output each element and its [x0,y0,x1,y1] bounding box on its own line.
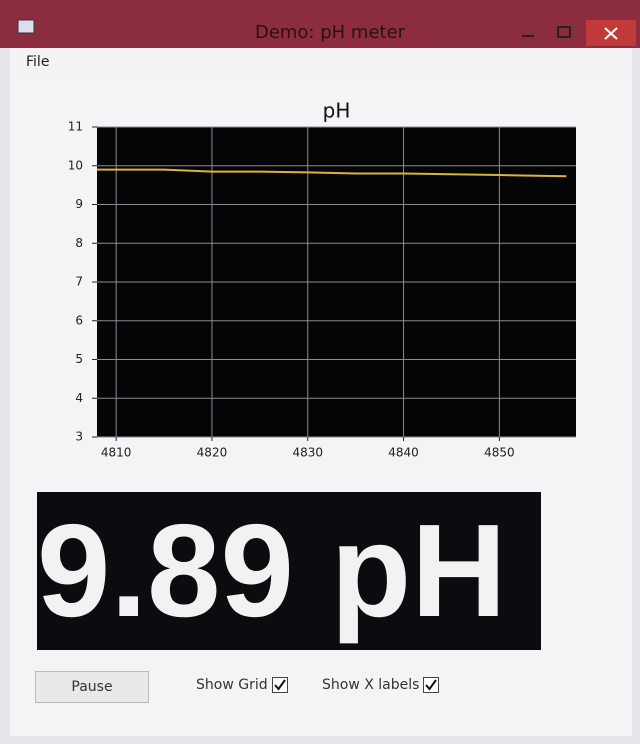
pause-button[interactable]: Pause [35,671,149,703]
y-tick-label: 11 [68,120,83,134]
checkbox[interactable] [272,677,288,693]
chart-title: pH [323,99,351,123]
x-tick-label: 4820 [197,446,228,460]
check-mark [426,680,436,689]
check-mark [275,680,285,689]
ph-display: 9.89 pH [37,492,541,650]
x-tick-label: 4810 [101,446,132,460]
chart: pH 3 4 5 6 7 8 9 10 11 4810 4820 4830 4840 4850 [0,90,640,470]
show-grid-checkbox[interactable]: Show Grid [196,677,288,693]
x-tick-label: 4830 [292,446,323,460]
y-tick-label: 10 [68,158,83,172]
x-tick-label: 4840 [388,446,419,460]
y-tick-label: 9 [75,197,83,211]
show-x-labels-checkbox[interactable]: Show X labels [322,677,439,693]
menu-bar: File [10,48,632,76]
y-tick-label: 5 [75,352,83,366]
y-tick-label: 7 [75,275,83,289]
y-tick-label: 3 [75,430,83,444]
checkbox-label: Show Grid [196,677,268,693]
title-bar: Demo: pH meter [0,0,640,48]
app-window: Demo: pH meter File pH 3 4 5 6 7 8 9 10 11 4810 482… [0,0,640,744]
y-tick-label: 6 [75,313,83,327]
checkbox-label: Show X labels [322,677,419,693]
ph-readout: 9.89 pH [37,497,507,644]
menu-item[interactable]: File [26,54,49,70]
checkbox[interactable] [423,677,439,693]
y-tick-label: 4 [75,391,83,405]
y-tick-label: 8 [75,236,83,250]
x-tick-label: 4850 [484,446,515,460]
window-title: Demo: pH meter [0,22,640,43]
